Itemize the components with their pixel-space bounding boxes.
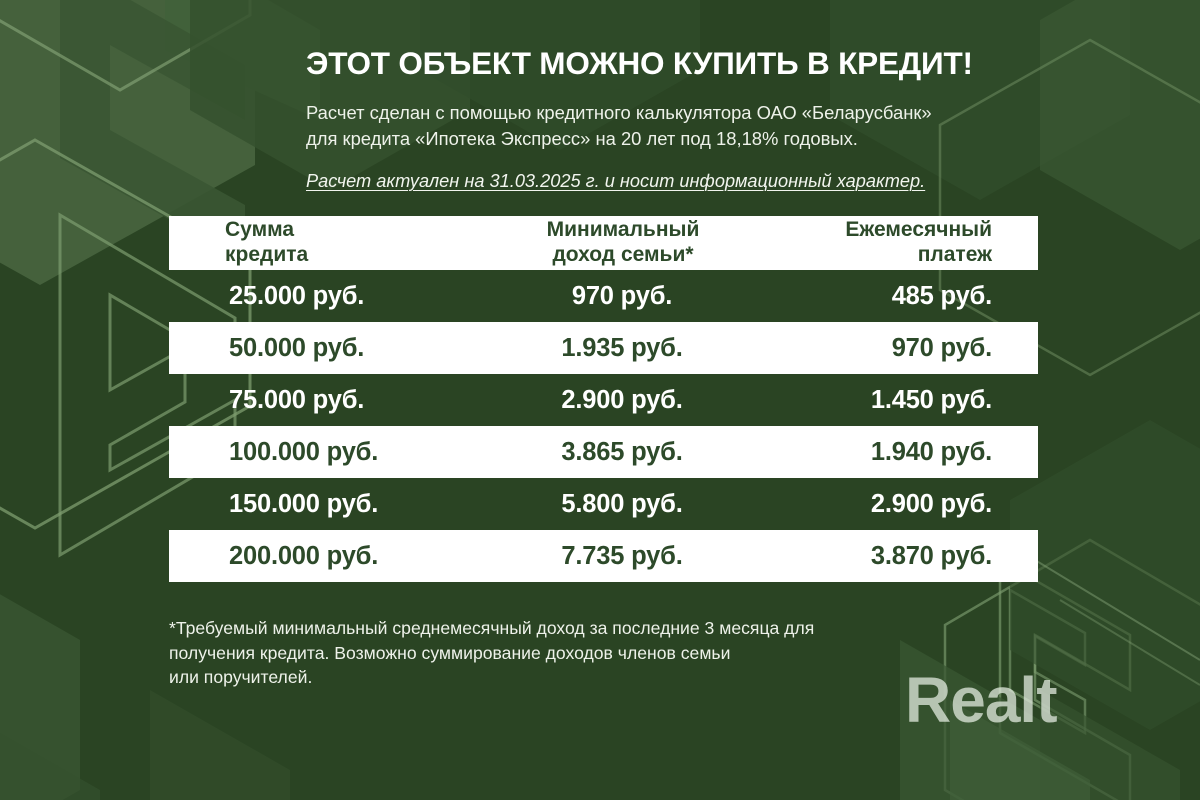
credit-table-header: Сумма кредита Минимальный доход семьи* Е… (169, 216, 1038, 270)
table-row: 25.000 руб. 970 руб. 485 руб. (169, 270, 1038, 322)
table-row: 50.000 руб. 1.935 руб. 970 руб. (169, 322, 1038, 374)
footnote: *Требуемый минимальный среднемесячный до… (169, 616, 969, 690)
table-cell-min-income: 5.800 руб. (561, 489, 683, 518)
table-cell-monthly-payment: 970 руб. (891, 333, 992, 362)
table-cell-min-income: 970 руб. (571, 281, 673, 310)
table-cell-monthly-payment: 485 руб. (891, 281, 992, 310)
credit-table-body: 25.000 руб. 970 руб. 485 руб. 50.000 руб. 1.… (169, 270, 1038, 582)
column-header-loan-amount-line-2: кредита (225, 243, 309, 266)
realt-logo-text: Realt (905, 664, 1057, 736)
table-cell-monthly-payment: 2.900 руб. (870, 489, 992, 518)
table-header-row: Сумма кредита Минимальный доход семьи* Е… (169, 216, 1038, 270)
column-header-monthly-payment-line-2: платеж (917, 243, 992, 266)
table-cell-min-income: 7.735 руб. (561, 541, 683, 570)
table-cell-min-income: 1.935 руб. (561, 333, 683, 362)
column-header-loan-amount-line-1: Сумма (225, 218, 295, 242)
table-cell-monthly-payment: 1.450 руб. (870, 385, 992, 414)
credit-table: Сумма кредита Минимальный доход семьи* Е… (169, 216, 1038, 582)
table-row: 150.000 руб. 5.800 руб. 2.900 руб. (169, 478, 1038, 530)
table-cell-loan-amount: 100.000 руб. (229, 437, 379, 466)
footnote-line-3: или поручителей. (169, 667, 313, 688)
calculation-description: Расчет сделан с помощью кредитного кальк… (306, 81, 1066, 152)
calculation-description-line-2: для кредита «Ипотека Экспресс» на 20 лет… (306, 128, 858, 150)
table-cell-min-income: 3.865 руб. (561, 437, 683, 466)
calculation-description-line-1: Расчет сделан с помощью кредитного кальк… (306, 102, 932, 124)
table-cell-loan-amount: 75.000 руб. (229, 385, 365, 414)
header-block: ЭТОТ ОБЪЕКТ МОЖНО КУПИТЬ В КРЕДИТ! Расче… (306, 45, 1066, 193)
column-header-min-income-line-1: Минимальный (546, 218, 700, 242)
column-header-monthly-payment-line-1: Ежемесячный (845, 218, 992, 242)
table-cell-loan-amount: 200.000 руб. (229, 541, 379, 570)
table-cell-loan-amount: 25.000 руб. (229, 281, 365, 310)
column-header-loan-amount: Сумма кредита (169, 216, 479, 270)
footnote-line-2: получения кредита. Возможно суммирование… (169, 642, 731, 663)
table-row: 75.000 руб. 2.900 руб. 1.450 руб. (169, 374, 1038, 426)
table-cell-loan-amount: 50.000 руб. (229, 333, 365, 362)
footnote-line-1: *Требуемый минимальный среднемесячный до… (169, 618, 815, 638)
table-row: 100.000 руб. 3.865 руб. 1.940 руб. (169, 426, 1038, 478)
column-header-min-income-line-2: доход семьи* (552, 243, 694, 266)
column-header-monthly-payment: Ежемесячный платеж (771, 216, 1038, 270)
table-cell-loan-amount: 150.000 руб. (229, 489, 379, 518)
table-row: 200.000 руб. 7.735 руб. 3.870 руб. (169, 530, 1038, 582)
table-cell-min-income: 2.900 руб. (561, 385, 683, 414)
realt-logo: Realt (905, 668, 1057, 732)
page-title: ЭТОТ ОБЪЕКТ МОЖНО КУПИТЬ В КРЕДИТ! (306, 45, 973, 81)
table-cell-monthly-payment: 1.940 руб. (870, 437, 992, 466)
validity-note: Расчет актуален на 31.03.2025 г. и носит… (306, 170, 926, 191)
column-header-min-income: Минимальный доход семьи* (479, 216, 771, 270)
table-cell-monthly-payment: 3.870 руб. (870, 541, 992, 570)
